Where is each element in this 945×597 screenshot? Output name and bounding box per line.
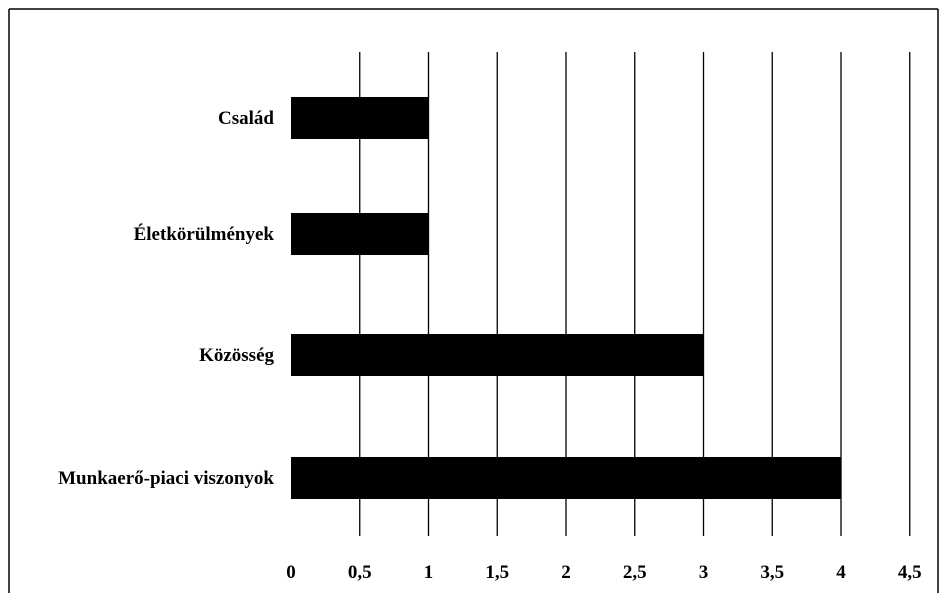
x-tick-labels: 0 0,5 1 1,5 2 2,5 3 3,5 4 4,5 bbox=[286, 562, 921, 583]
category-labels: Család Életkörülmények Közösség Munkaerő-pi… bbox=[58, 108, 274, 489]
x-tick-label: 3,5 bbox=[760, 562, 784, 583]
x-tick-label: 4 bbox=[836, 562, 846, 583]
x-tick-label: 0,5 bbox=[348, 562, 372, 583]
x-tick-label: 3 bbox=[699, 562, 709, 583]
category-label: Munkaerő-piaci viszonyok bbox=[58, 468, 274, 489]
x-tick-label: 2,5 bbox=[623, 562, 647, 583]
bars bbox=[291, 97, 841, 499]
bar bbox=[291, 334, 704, 376]
x-tick-label: 1,5 bbox=[485, 562, 509, 583]
x-tick-label: 0 bbox=[286, 562, 296, 583]
x-tick-label: 4,5 bbox=[898, 562, 922, 583]
bar bbox=[291, 213, 429, 255]
bar bbox=[291, 457, 841, 499]
x-tick-label: 2 bbox=[561, 562, 571, 583]
category-label: Közösség bbox=[199, 345, 274, 366]
chart-frame bbox=[8, 8, 939, 593]
category-label: Család bbox=[218, 108, 274, 129]
category-label: Életkörülmények bbox=[134, 223, 275, 245]
x-tick-label: 1 bbox=[424, 562, 434, 583]
bar bbox=[291, 97, 429, 139]
